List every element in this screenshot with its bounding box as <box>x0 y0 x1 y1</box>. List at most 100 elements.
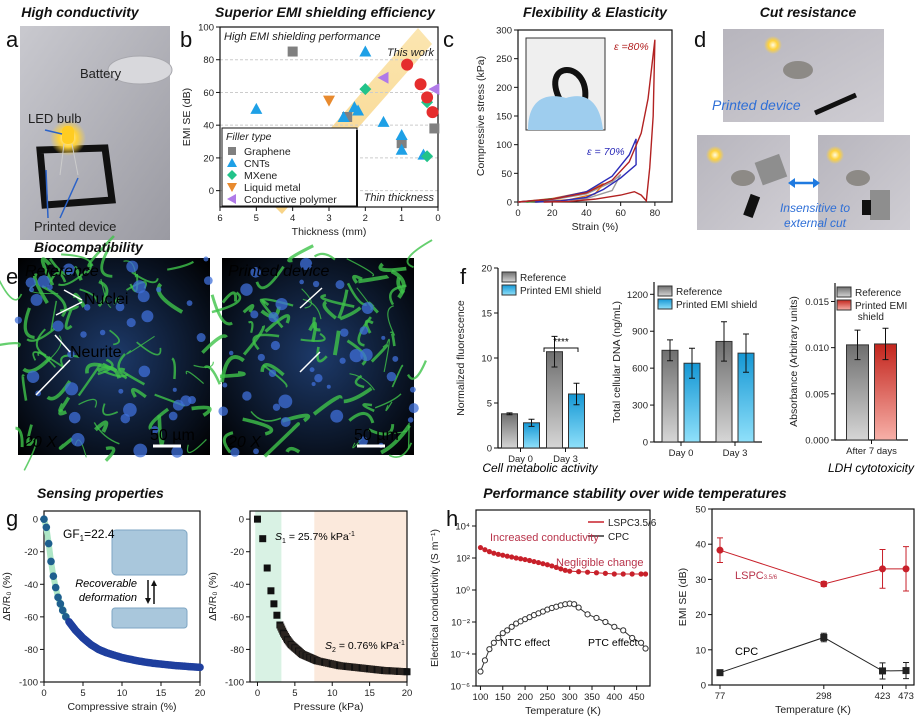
data-point <box>54 593 62 602</box>
neurite-fiber <box>60 305 79 313</box>
data-point <box>629 571 635 577</box>
data-point <box>495 551 501 557</box>
nucleus <box>30 293 43 306</box>
y-tick-label: 0.005 <box>805 389 829 400</box>
h-ntc: NTC effect <box>500 637 550 649</box>
panel-c-title: Flexibility & Elasticity <box>523 4 668 20</box>
data-point <box>637 639 645 646</box>
nucleus <box>349 348 363 363</box>
plot-frame <box>711 508 915 686</box>
neurite-fiber <box>302 298 322 320</box>
legend-swatch <box>657 285 673 297</box>
x-tick-label: 450 <box>629 692 645 703</box>
neurite-fiber <box>0 341 21 348</box>
label-battery: Battery <box>80 66 122 81</box>
legend-entry: MXene <box>244 170 277 182</box>
data-point <box>42 523 51 532</box>
panel-b-title: Superior EMI shielding efficiency <box>215 4 436 20</box>
neurite-fiber <box>389 284 407 306</box>
chart-g1: -100 -80 -60 -40 -20 0 0 5 10 15 20 Compressive str… <box>1 510 205 713</box>
nucleus <box>268 369 277 377</box>
neurite-fiber <box>32 351 65 369</box>
neurite-fiber <box>255 265 285 290</box>
neurite-fiber <box>374 393 402 409</box>
error-bar <box>573 382 580 406</box>
c-eps80: ε =80% <box>614 41 649 53</box>
h2-lspc-label: LSPC3.5/6 <box>735 570 778 582</box>
data-point <box>491 550 497 556</box>
data-point <box>620 571 626 577</box>
neurite-fiber <box>242 325 265 356</box>
data-point <box>287 46 298 57</box>
neurite-fiber <box>185 370 205 385</box>
legend-swatch <box>657 298 673 310</box>
x-tick-label: 473 <box>898 691 914 702</box>
data-point <box>44 539 53 548</box>
x-tick-label: 40 <box>581 208 592 219</box>
neurite-fiber <box>78 398 98 408</box>
panel-d-title: Cut resistance <box>760 4 857 20</box>
neurite-fiber <box>339 306 362 321</box>
neurite-fiber <box>58 270 87 286</box>
neurite-fiber <box>50 300 58 331</box>
g-recover-line1: Recoverable <box>75 578 137 590</box>
y-axis-label: Absorbance (Arbitrary units) <box>788 296 800 427</box>
legend-swatch <box>836 299 852 311</box>
data-point <box>638 571 644 577</box>
data-point <box>377 71 389 84</box>
data-point <box>879 667 887 675</box>
y-tick-label: -80 <box>24 645 38 656</box>
panel-a-title: High conductivity <box>21 4 140 20</box>
neurite-fiber <box>93 422 120 445</box>
data-point <box>421 150 434 163</box>
e-ref-label: Reference <box>25 263 99 280</box>
label-led-bulb: LED bulb <box>28 111 81 126</box>
y-tick-label: 10⁴ <box>455 522 470 533</box>
x-axis-label: Strain (%) <box>572 221 619 233</box>
data-point <box>526 557 533 564</box>
y-tick-label: 10⁻² <box>451 618 470 629</box>
x-axis-label: Temperature (K) <box>775 704 851 716</box>
nucleus <box>71 432 85 447</box>
nucleus <box>26 370 40 383</box>
nucleus <box>314 374 323 383</box>
x-tick-label: 6 <box>217 213 222 224</box>
data-point <box>259 535 267 543</box>
x-tick-label: 15 <box>156 688 167 699</box>
neurite-fiber <box>22 356 52 374</box>
y-tick-label: 150 <box>496 112 512 123</box>
neurite-fiber <box>23 307 35 340</box>
nucleus <box>386 371 397 382</box>
neurite-fiber <box>60 354 80 367</box>
legend-swatch <box>836 286 852 298</box>
nucleus <box>218 406 229 417</box>
stress-strain-curve <box>517 39 656 203</box>
nucleus <box>309 367 315 373</box>
nucleus <box>312 280 320 288</box>
nucleus <box>278 394 293 409</box>
e-device-scale: 50 µm <box>354 427 399 444</box>
x-tick-label: 3 <box>326 213 331 224</box>
y-tick-label: 0 <box>209 186 214 197</box>
neurite-fiber <box>263 422 300 458</box>
stress-strain-curve <box>517 138 637 203</box>
error-bar <box>689 347 695 379</box>
data-point <box>426 106 439 119</box>
data-point <box>716 669 724 677</box>
neurite-fiber <box>100 278 112 308</box>
y-tick-label: 0 <box>643 438 648 449</box>
y-axis-label: Electrical conductivity (S m⁻¹) <box>429 529 441 667</box>
data-point <box>629 634 636 642</box>
data-point <box>273 611 281 619</box>
nucleus <box>272 403 281 411</box>
y-tick-label: -20 <box>24 547 38 558</box>
legend-entry: Printed EMI shield <box>676 300 757 311</box>
y-tick-label: 10² <box>456 554 470 565</box>
neurite-fiber <box>219 371 246 379</box>
x-tick-label: 2 <box>363 213 368 224</box>
nucleus <box>270 340 281 351</box>
nucleus <box>115 302 125 312</box>
nucleus <box>203 276 213 285</box>
neurite-fiber <box>343 386 373 404</box>
neurite-fiber <box>358 274 390 284</box>
